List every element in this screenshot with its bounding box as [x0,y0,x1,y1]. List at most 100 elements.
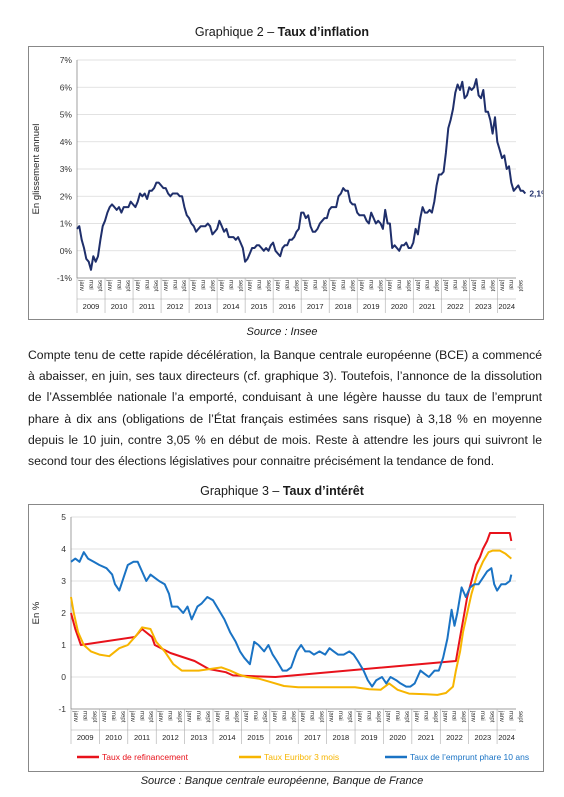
x-month-label: mai [340,280,346,290]
y-tick-label: 3 [61,576,66,586]
x-year-label: 2010 [105,733,122,742]
x-month-label: mai [312,280,318,290]
x-month-label: mai [167,711,173,721]
x-month-label: mai [366,711,372,721]
x-month-label: mai [368,280,374,290]
x-month-label: sept [517,280,523,292]
x-month-label: janv [242,710,248,722]
x-month-label: sept [318,711,324,723]
x-month-label: mai [143,280,149,290]
x-year-label: 2018 [335,302,352,311]
legend-label-1: Taux de refinancement [102,752,189,762]
chart2-source: Source : Insee [246,326,318,338]
x-month-label: mai [424,280,430,290]
x-month-label: janv [358,279,364,291]
x-month-label: mai [337,711,343,721]
x-year-label: 2023 [475,733,492,742]
x-month-label: janv [384,710,390,722]
x-month-label: janv [302,279,308,291]
x-month-label: sept [433,280,439,292]
x-month-label: mai [87,280,93,290]
chart2-caption-title: Taux d’inflation [277,25,370,39]
x-month-label: mai [227,280,233,290]
x-month-label: janv [330,279,336,291]
x-year-label: 2013 [195,302,212,311]
x-year-label: 2022 [447,302,464,311]
x-year-label: 2011 [139,302,155,311]
y-tick-label: 0% [60,246,73,256]
x-month-label: sept [375,711,381,723]
chart3-caption-prefix: Graphique 3 – [200,484,283,498]
x-month-label: mai [309,711,315,721]
chart2-frame: -1% 0% 1% 2% 3% 4% 5% 6% 7% janv mai sept 2009 janv ma… [28,46,549,320]
legend-label-3: Taux de l’emprunt phare 10 ans [410,752,529,762]
chart2-caption-prefix: Graphique 2 – [194,25,278,39]
x-month-label: mai [422,711,428,721]
x-year-label: 2009 [83,302,100,311]
x-month-label: sept [153,280,159,292]
x-month-label: sept [290,711,296,723]
x-year-label: 2023 [475,302,492,311]
x-month-label: sept [97,280,103,292]
x-month-label: janv [78,279,84,291]
x-year-label: 2010 [111,302,128,311]
x-month-label: mai [479,711,485,721]
x-month-label: mai [283,280,289,290]
x-year-label: 2012 [167,302,184,311]
chart3-caption: Graphique 3 – Taux d’intérêt [0,484,564,498]
y-tick-label: 0 [61,672,66,682]
x-month-label: mai [171,280,177,290]
chart3-caption-title: Taux d’intérêt [282,484,364,498]
x-month-label: mai [195,711,201,721]
x-month-label: janv [129,710,135,722]
x-month-label: janv [162,279,168,291]
x-year-label: 2014 [219,733,236,742]
x-month-label: sept [321,280,327,292]
x-year-label: 2014 [223,302,240,311]
y-tick-label: 4% [60,137,73,147]
x-month-label: janv [470,710,476,722]
x-month-label: mai [280,711,286,721]
x-month-label: janv [498,279,504,291]
series-line-3 [70,551,513,688]
x-year-label: 2024 [498,302,515,311]
x-year-label: 2011 [134,733,150,742]
series-line-2 [70,549,512,696]
x-month-label: mai [508,280,514,290]
x-month-label: sept [181,280,187,292]
x-year-label: 2024 [498,733,515,742]
x-month-label: mai [480,280,486,290]
x-month-label: sept [293,280,299,292]
x-month-label: mai [81,711,87,721]
x-year-label: 2019 [363,302,380,311]
x-month-label: janv [106,279,112,291]
x-month-label: sept [349,280,355,292]
x-month-label: sept [91,711,97,723]
x-month-label: sept [403,711,409,723]
x-month-label: sept [432,711,438,723]
y-tick-label: 7% [60,55,73,65]
x-month-label: janv [218,279,224,291]
x-month-label: janv [157,710,163,722]
series-line-1 [76,78,527,271]
x-year-label: 2017 [307,302,324,311]
x-month-label: janv [498,710,504,722]
x-month-label: sept [119,711,125,723]
x-month-label: sept [176,711,182,723]
x-month-label: janv [442,279,448,291]
x-year-label: 2009 [77,733,94,742]
x-month-label: sept [237,280,243,292]
x-year-label: 2017 [304,733,321,742]
x-year-label: 2018 [332,733,349,742]
x-year-label: 2013 [190,733,207,742]
x-month-label: mai [199,280,205,290]
y-tick-label: 5 [61,512,66,522]
x-month-label: mai [255,280,261,290]
x-month-label: mai [252,711,258,721]
x-month-label: janv [134,279,140,291]
x-year-label: 2015 [251,302,268,311]
x-month-label: sept [460,711,466,723]
x-month-label: mai [223,711,229,721]
